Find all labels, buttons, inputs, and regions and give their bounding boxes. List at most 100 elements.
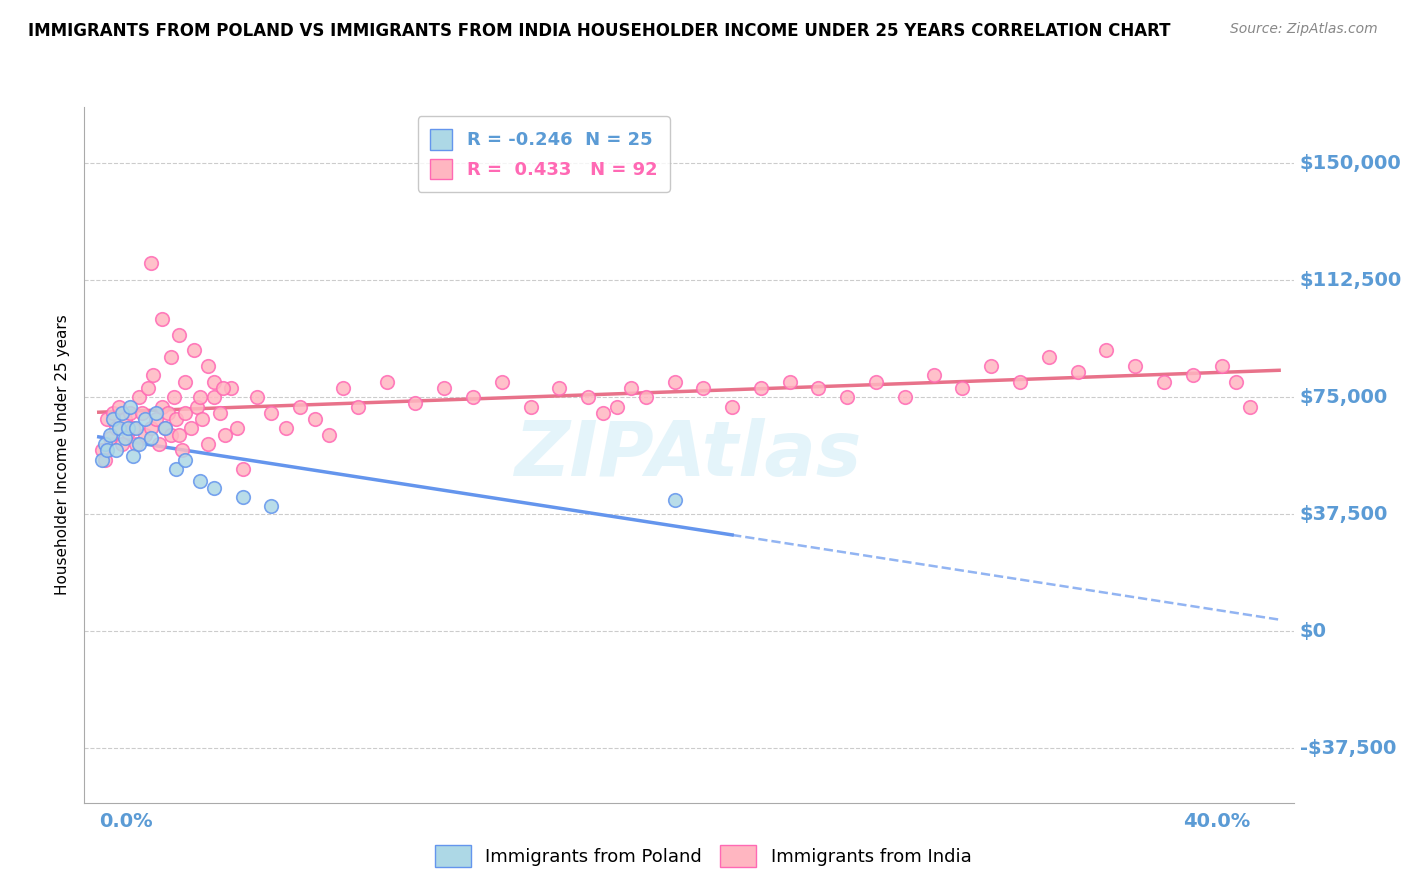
Point bbox=[433, 381, 456, 395]
Point bbox=[183, 343, 205, 358]
Point bbox=[894, 390, 917, 404]
Point bbox=[404, 396, 426, 410]
Point bbox=[692, 381, 714, 395]
Point bbox=[304, 412, 326, 426]
Point bbox=[576, 390, 599, 404]
Point bbox=[134, 427, 156, 442]
Point bbox=[1211, 359, 1233, 373]
Point bbox=[145, 412, 167, 426]
Point bbox=[172, 443, 194, 458]
Point bbox=[105, 443, 128, 458]
Point bbox=[260, 406, 283, 420]
Point bbox=[246, 390, 269, 404]
Point bbox=[122, 421, 145, 435]
Point bbox=[1225, 375, 1247, 389]
Point bbox=[105, 421, 128, 435]
Point bbox=[375, 375, 398, 389]
Point bbox=[125, 421, 148, 435]
Point bbox=[548, 381, 571, 395]
Text: 40.0%: 40.0% bbox=[1182, 812, 1250, 831]
Text: $75,000: $75,000 bbox=[1299, 388, 1388, 407]
Point bbox=[159, 350, 181, 364]
Point bbox=[1181, 368, 1204, 383]
Point bbox=[180, 421, 202, 435]
Point bbox=[145, 406, 167, 420]
Point bbox=[114, 412, 136, 426]
Point bbox=[148, 437, 170, 451]
Point bbox=[837, 390, 859, 404]
Point bbox=[318, 427, 340, 442]
Point bbox=[150, 400, 173, 414]
Point bbox=[1239, 400, 1261, 414]
Point bbox=[219, 381, 242, 395]
Point bbox=[232, 462, 254, 476]
Point bbox=[290, 400, 312, 414]
Point bbox=[114, 431, 136, 445]
Point bbox=[922, 368, 945, 383]
Point bbox=[93, 452, 115, 467]
Point bbox=[865, 375, 887, 389]
Point bbox=[174, 375, 197, 389]
Point bbox=[159, 427, 181, 442]
Point bbox=[1066, 365, 1088, 379]
Point bbox=[166, 412, 188, 426]
Y-axis label: Householder Income Under 25 years: Householder Income Under 25 years bbox=[55, 315, 70, 595]
Point bbox=[111, 437, 134, 451]
Point bbox=[139, 421, 162, 435]
Point bbox=[90, 452, 112, 467]
Text: 0.0%: 0.0% bbox=[98, 812, 152, 831]
Point bbox=[142, 368, 165, 383]
Point bbox=[101, 412, 124, 426]
Point bbox=[186, 400, 208, 414]
Point bbox=[111, 406, 134, 420]
Point bbox=[191, 412, 214, 426]
Point bbox=[620, 381, 643, 395]
Legend: Immigrants from Poland, Immigrants from India: Immigrants from Poland, Immigrants from … bbox=[427, 838, 979, 874]
Point bbox=[664, 375, 686, 389]
Point bbox=[461, 390, 484, 404]
Legend: R = -0.246  N = 25, R =  0.433   N = 92: R = -0.246 N = 25, R = 0.433 N = 92 bbox=[418, 116, 669, 192]
Point bbox=[606, 400, 628, 414]
Point bbox=[174, 452, 197, 467]
Text: $150,000: $150,000 bbox=[1299, 153, 1402, 173]
Point bbox=[96, 412, 118, 426]
Point bbox=[131, 406, 153, 420]
Point bbox=[1008, 375, 1031, 389]
Text: ZIPAtlas: ZIPAtlas bbox=[515, 418, 863, 491]
Point bbox=[1038, 350, 1060, 364]
Point bbox=[197, 437, 219, 451]
Text: IMMIGRANTS FROM POLAND VS IMMIGRANTS FROM INDIA HOUSEHOLDER INCOME UNDER 25 YEAR: IMMIGRANTS FROM POLAND VS IMMIGRANTS FRO… bbox=[28, 22, 1171, 40]
Point bbox=[1095, 343, 1118, 358]
Point bbox=[226, 421, 249, 435]
Point bbox=[153, 421, 176, 435]
Point bbox=[96, 443, 118, 458]
Point bbox=[980, 359, 1002, 373]
Point bbox=[202, 375, 225, 389]
Point bbox=[108, 421, 131, 435]
Point bbox=[721, 400, 744, 414]
Text: $0: $0 bbox=[1299, 622, 1327, 640]
Point bbox=[134, 412, 156, 426]
Point bbox=[150, 312, 173, 326]
Point bbox=[519, 400, 541, 414]
Point bbox=[166, 462, 188, 476]
Point bbox=[260, 500, 283, 514]
Point bbox=[162, 390, 184, 404]
Point bbox=[139, 431, 162, 445]
Point bbox=[202, 390, 225, 404]
Point bbox=[139, 256, 162, 270]
Point bbox=[232, 490, 254, 504]
Point bbox=[347, 400, 370, 414]
Point bbox=[120, 400, 142, 414]
Point bbox=[491, 375, 513, 389]
Point bbox=[664, 493, 686, 508]
Point bbox=[101, 406, 124, 420]
Point bbox=[122, 450, 145, 464]
Text: $112,500: $112,500 bbox=[1299, 270, 1402, 290]
Point bbox=[1123, 359, 1146, 373]
Point bbox=[188, 475, 211, 489]
Point bbox=[634, 390, 657, 404]
Text: -$37,500: -$37,500 bbox=[1299, 739, 1396, 757]
Point bbox=[98, 431, 121, 445]
Point bbox=[1153, 375, 1175, 389]
